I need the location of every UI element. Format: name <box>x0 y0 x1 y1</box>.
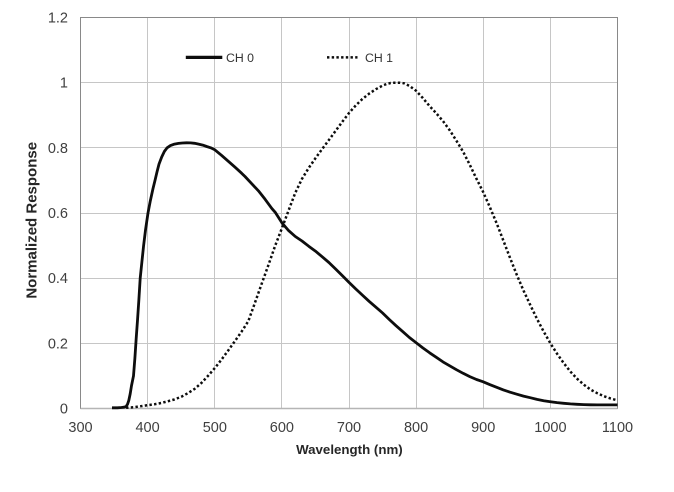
svg-text:800: 800 <box>404 420 428 436</box>
svg-text:400: 400 <box>135 420 159 436</box>
svg-text:CH 1: CH 1 <box>365 51 393 65</box>
svg-text:CH 0: CH 0 <box>226 51 254 65</box>
svg-text:500: 500 <box>203 420 227 436</box>
svg-text:Normalized Response: Normalized Response <box>24 142 41 299</box>
svg-text:1: 1 <box>60 76 68 92</box>
svg-text:Wavelength (nm): Wavelength (nm) <box>296 442 403 457</box>
svg-text:0.2: 0.2 <box>48 336 68 352</box>
svg-text:0.8: 0.8 <box>48 141 68 157</box>
svg-text:900: 900 <box>471 420 495 436</box>
svg-text:300: 300 <box>68 420 92 436</box>
svg-text:1100: 1100 <box>602 420 633 436</box>
svg-text:1000: 1000 <box>534 420 566 436</box>
svg-text:0.4: 0.4 <box>48 271 68 287</box>
svg-text:700: 700 <box>337 420 361 436</box>
svg-text:1.2: 1.2 <box>48 11 68 27</box>
svg-text:0: 0 <box>60 402 68 418</box>
svg-text:0.6: 0.6 <box>48 206 68 222</box>
svg-text:600: 600 <box>270 420 294 436</box>
